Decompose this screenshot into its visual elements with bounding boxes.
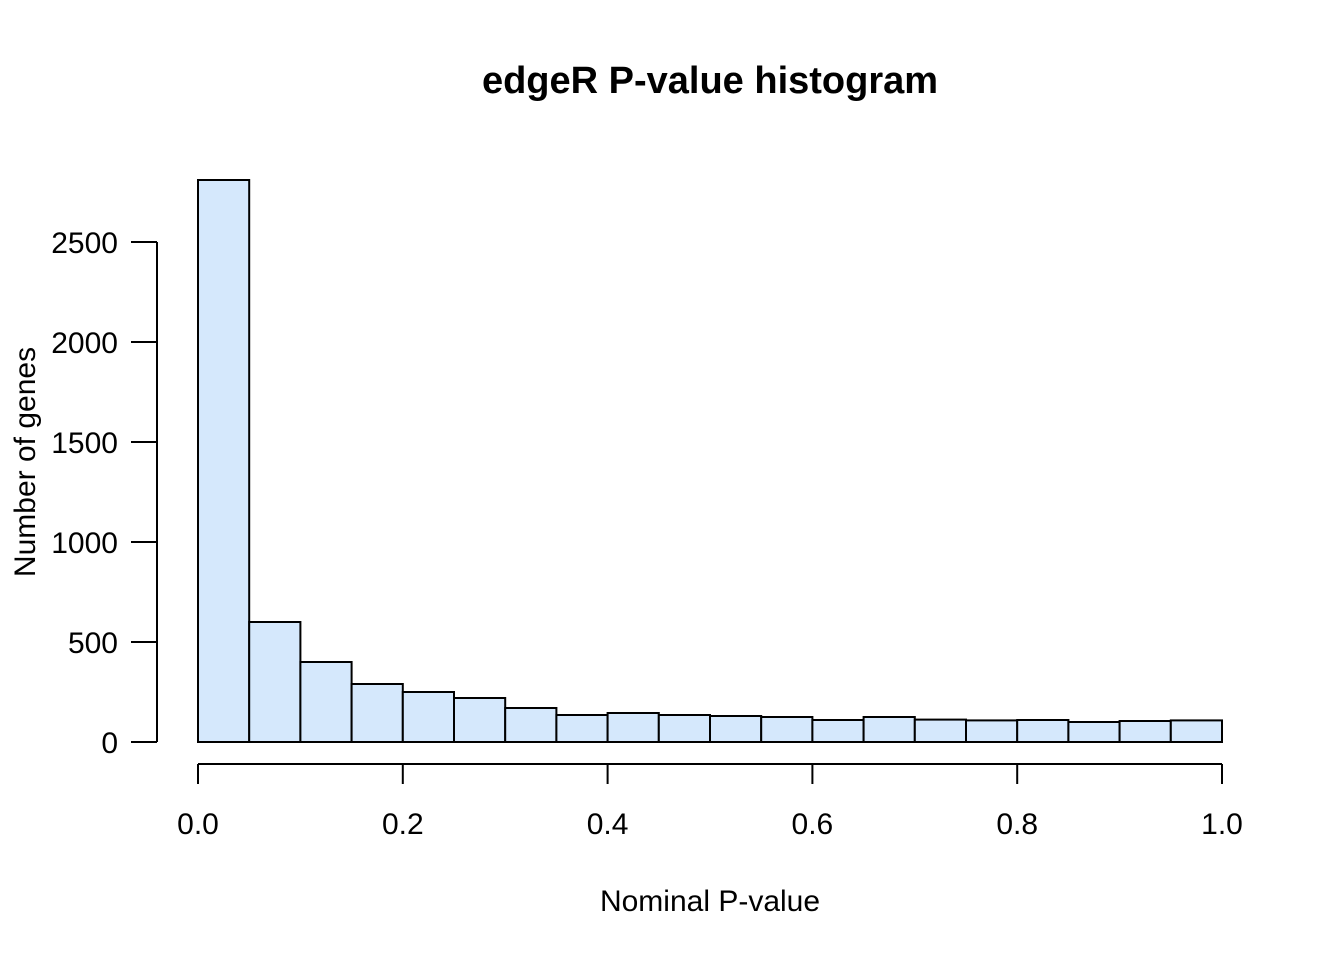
chart-title: edgeR P-value histogram (482, 60, 938, 102)
x-axis-label: Nominal P-value (600, 885, 820, 918)
y-tick-label: 0 (101, 727, 118, 760)
histogram-bar (811, 719, 865, 743)
histogram-bar (1169, 719, 1224, 744)
x-tick-label: 0.6 (792, 808, 834, 841)
histogram-bar (504, 707, 558, 743)
histogram-bar (1067, 721, 1121, 743)
histogram-bar (862, 716, 916, 743)
y-tick-label: 500 (68, 627, 118, 660)
histogram-bar (913, 718, 967, 743)
histogram-bar (350, 683, 404, 743)
x-axis: 0.0 0.2 0.4 0.6 0.8 1.0 (177, 763, 1243, 841)
histogram-bar (555, 714, 609, 743)
histogram-bar (299, 661, 353, 743)
y-axis: 0 500 1000 1500 2000 2500 (51, 227, 158, 760)
histogram-bar (248, 621, 302, 743)
histogram-bar (606, 712, 660, 743)
bars-group (197, 179, 1224, 744)
y-tick-label: 1000 (51, 527, 118, 560)
y-tick-label: 1500 (51, 427, 118, 460)
x-tick-label: 0.4 (587, 808, 629, 841)
x-tick-label: 0.0 (177, 808, 219, 841)
y-axis-label: Number of genes (9, 347, 42, 577)
histogram-bar (657, 714, 711, 743)
histogram-bar (965, 719, 1019, 744)
x-tick-label: 0.2 (382, 808, 424, 841)
x-tick-label: 1.0 (1201, 808, 1243, 841)
histogram-bar (1118, 720, 1172, 743)
x-tick-label: 0.8 (996, 808, 1038, 841)
histogram-bar (1016, 719, 1070, 743)
histogram-bar (197, 179, 251, 743)
histogram-bar (760, 716, 814, 743)
y-tick-label: 2000 (51, 327, 118, 360)
histogram-bar (453, 697, 507, 743)
histogram-bar (709, 715, 763, 743)
y-tick-label: 2500 (51, 227, 118, 260)
histogram-bar (401, 691, 455, 743)
